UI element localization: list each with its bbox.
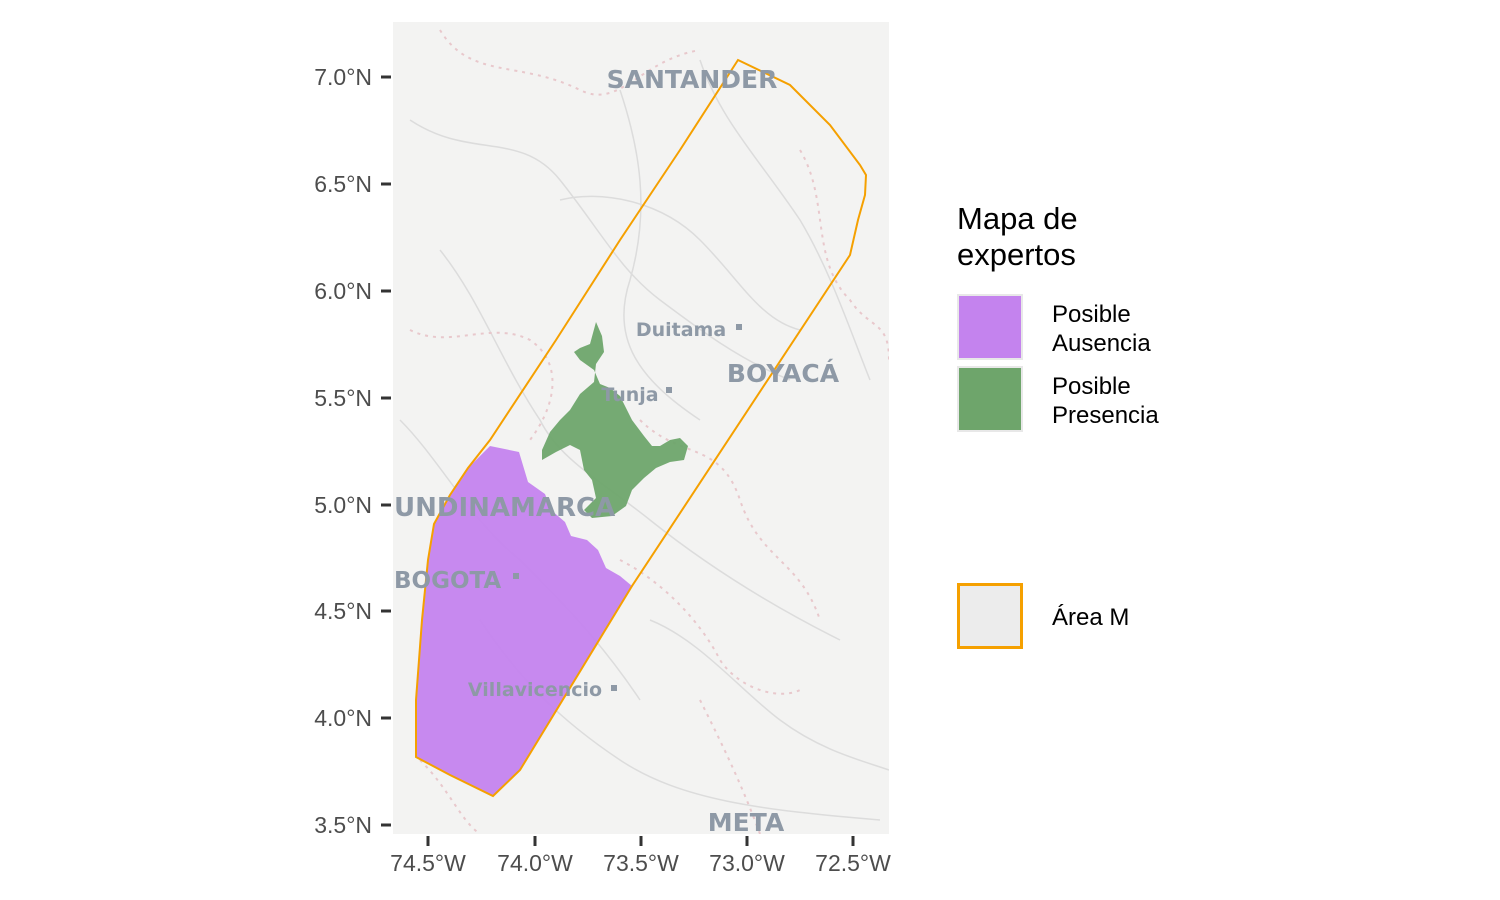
villavicencio-marker bbox=[611, 685, 617, 691]
x-tick-label: 74.5°W bbox=[390, 850, 466, 876]
y-tick-label: 5.0°N bbox=[314, 492, 372, 518]
legend-label-ausencia: Posible Ausencia bbox=[1052, 301, 1151, 357]
basemap-boundaries bbox=[409, 29, 889, 834]
y-tick-label: 6.0°N bbox=[314, 278, 372, 304]
area-m-outline bbox=[415, 58, 868, 798]
label-villavicencio: Villavicencio bbox=[468, 679, 602, 701]
x-tick-label: 73.0°W bbox=[709, 850, 785, 876]
y-tick-label: 4.0°N bbox=[314, 705, 372, 731]
legend-swatch-presencia bbox=[957, 366, 1023, 432]
x-tick-label: 72.5°W bbox=[815, 850, 891, 876]
label-duitama: Duitama bbox=[636, 319, 726, 341]
label-meta: META bbox=[708, 808, 785, 837]
legend-title: Mapa de expertos bbox=[957, 201, 1078, 272]
y-tick-label: 3.5°N bbox=[314, 812, 372, 838]
axis-ticks bbox=[381, 75, 855, 846]
x-tick-label: 73.5°W bbox=[603, 850, 679, 876]
legend-label-area-m: Área M bbox=[1052, 604, 1130, 631]
ausencia-polygon bbox=[416, 446, 632, 796]
y-axis-labels: 7.0°N 6.5°N 6.0°N 5.5°N 5.0°N 4.5°N 4.0°… bbox=[314, 64, 372, 838]
place-labels: SANTANDER Duitama BOYACÁ Tunja UNDINAMAR… bbox=[394, 65, 840, 837]
x-tick-label: 74.0°W bbox=[497, 850, 573, 876]
x-axis-labels: 74.5°W 74.0°W 73.5°W 73.0°W 72.5°W bbox=[390, 850, 891, 876]
duitama-marker bbox=[736, 324, 742, 330]
label-santander: SANTANDER bbox=[607, 65, 778, 94]
y-tick-label: 4.5°N bbox=[314, 598, 372, 624]
label-boyaca: BOYACÁ bbox=[727, 359, 840, 388]
y-tick-label: 6.5°N bbox=[314, 171, 372, 197]
y-tick-label: 5.5°N bbox=[314, 385, 372, 411]
label-bogota: BOGOTA bbox=[394, 568, 501, 594]
presencia-polygon bbox=[542, 322, 688, 518]
label-tunja: Tunja bbox=[601, 384, 658, 406]
label-cundinamarca: UNDINAMARCA bbox=[394, 493, 615, 523]
y-tick-label: 7.0°N bbox=[314, 64, 372, 90]
legend-swatch-area-m bbox=[957, 583, 1023, 649]
bogota-marker bbox=[513, 573, 519, 579]
tunja-marker bbox=[666, 387, 672, 393]
legend-swatch-ausencia bbox=[957, 294, 1023, 360]
legend-label-presencia: Posible Presencia bbox=[1052, 373, 1159, 429]
